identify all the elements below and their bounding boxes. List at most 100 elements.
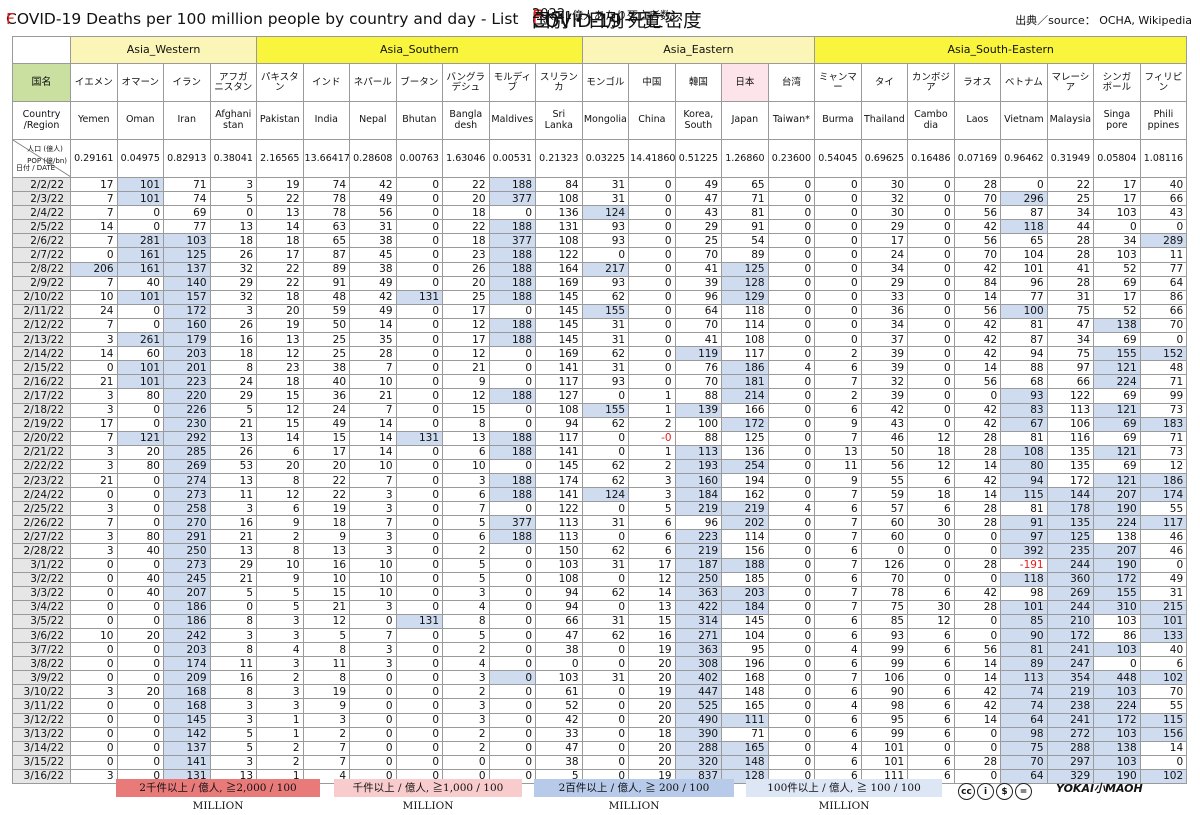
value-cell: 169 [535,275,583,291]
value-cell: 0 [442,754,490,770]
value-cell: 141 [535,487,583,503]
value-cell: 62 [581,416,630,432]
data-row: 2/4/22 7 0 69 0 13 78 56 0 18 0 136 124 0 43 81 0 0 30 0 56 8… [12,205,1188,221]
value-cell: 0 [767,585,816,601]
date-cell: 3/6/22 [12,627,71,644]
value-cell: 108 [535,233,583,249]
country-jp-name: タイ [860,63,909,102]
country-jp-name: オマーン [116,63,164,102]
value-cell: 22 [442,176,490,193]
value-cell: 0 [767,712,816,728]
value-cell: 2 [442,684,490,700]
value-cell: 78 [302,205,351,221]
value-cell: 23 [442,247,490,263]
date-cell: 2/26/22 [12,515,71,531]
value-cell: 203 [721,585,769,601]
date-cell: 2/14/22 [12,346,71,362]
value-cell: 20 [628,656,676,672]
value-cell: 12 [256,346,304,362]
value-cell: 0 [767,656,816,672]
value-cell: 20 [442,191,490,207]
value-cell: 21 [209,529,258,545]
value-cell: 7 [70,275,118,291]
value-cell: 0 [953,740,1002,756]
country-en-name: Pakistan [256,101,304,140]
value-cell: 94 [535,416,583,432]
value-cell: 9 [256,515,304,531]
value-cell: 9 [442,374,490,390]
value-cell: 3 [70,444,118,460]
value-cell: 0 [395,740,444,756]
value-cell: 99 [860,726,909,742]
value-cell: 26 [209,317,258,334]
value-cell: 0 [907,289,955,305]
value-cell: 30 [907,599,955,615]
value-cell: 269 [1046,585,1095,601]
value-cell: 99 [860,656,909,672]
date-cell: 2/27/22 [12,529,71,545]
data-row: 2/25/22 3 0 258 3 6 19 3 0 7 0 122 0 5 219 219 4 6 57 6 28 81… [12,501,1188,517]
value-cell: 0 [767,599,816,615]
value-cell: 188 [488,529,537,545]
data-row: 2/5/22 14 0 77 13 14 63 31 0 22 188 131 93 0 29 91 0 0 29 0… [12,219,1188,235]
value-cell: 0 [535,656,583,672]
value-cell: 0 [628,346,676,362]
country-en-name: Afghani stan [209,101,258,140]
country-en-name: India [302,101,351,140]
value-cell: 101 [116,191,164,207]
country-jp-name: モンゴル [581,63,630,102]
value-cell: 190 [1093,768,1141,785]
data-row: 2/14/22 14 60 203 18 12 25 28 0 12 0 169 62 0 119 117 0 2… [12,346,1188,362]
value-cell: 66 [535,613,583,630]
value-cell: 5 [442,627,490,644]
value-cell: 0 [814,275,862,291]
value-cell: 111 [721,712,769,728]
value-cell: 131 [395,613,444,630]
value-cell: 102 [1139,768,1188,785]
value-cell: 288 [1046,740,1095,756]
value-cell: 108 [535,402,583,418]
value-cell: 244 [1046,599,1095,615]
value-cell: 2 [814,388,862,404]
country-jp-name: 台湾 [767,63,816,102]
date-cell: 2/28/22 [12,543,71,559]
value-cell: 25 [302,332,351,348]
population-value: 1.08116 [1139,139,1188,178]
value-cell: 10 [256,557,304,573]
value-cell: 0 [488,557,537,573]
value-cell: 6 [907,684,955,700]
value-cell: 20 [302,458,351,474]
value-cell: 0 [767,740,816,756]
value-cell: 0 [395,656,444,672]
value-cell: 5 [442,557,490,573]
value-cell: 87 [302,247,351,263]
value-cell: 62 [581,627,630,644]
value-cell: 20 [628,670,676,686]
value-cell: 3 [256,613,304,630]
value-cell: 71 [1139,430,1188,446]
value-cell: 103 [1093,642,1141,658]
value-cell: 296 [1000,191,1048,207]
value-cell: 0 [767,515,816,531]
country-jp-name: ネパール [349,63,397,102]
value-cell: 66 [1139,303,1188,319]
value-cell: 3 [349,543,397,559]
value-cell: 0 [488,670,537,686]
value-cell: 0 [953,768,1002,785]
value-cell: 0 [767,543,816,559]
value-cell: 0 [767,191,816,207]
value-cell: 23 [256,360,304,376]
legend-100: 100件以上 / 億人, ≧ 100 / 100 MILLION [746,779,942,812]
value-cell: 12 [442,346,490,362]
value-cell: 2 [628,458,676,474]
value-cell: 101 [1000,599,1048,615]
country-en-name: Mongolia [581,101,630,140]
value-cell: 0 [116,642,164,658]
date-cell: 2/3/22 [12,191,71,207]
value-cell: 74 [1000,698,1048,714]
value-cell: 22 [442,219,490,235]
value-cell: 125 [1046,529,1095,545]
date-cell: 2/4/22 [12,205,71,221]
value-cell: 0 [907,219,955,235]
value-cell: 172 [1046,627,1095,644]
